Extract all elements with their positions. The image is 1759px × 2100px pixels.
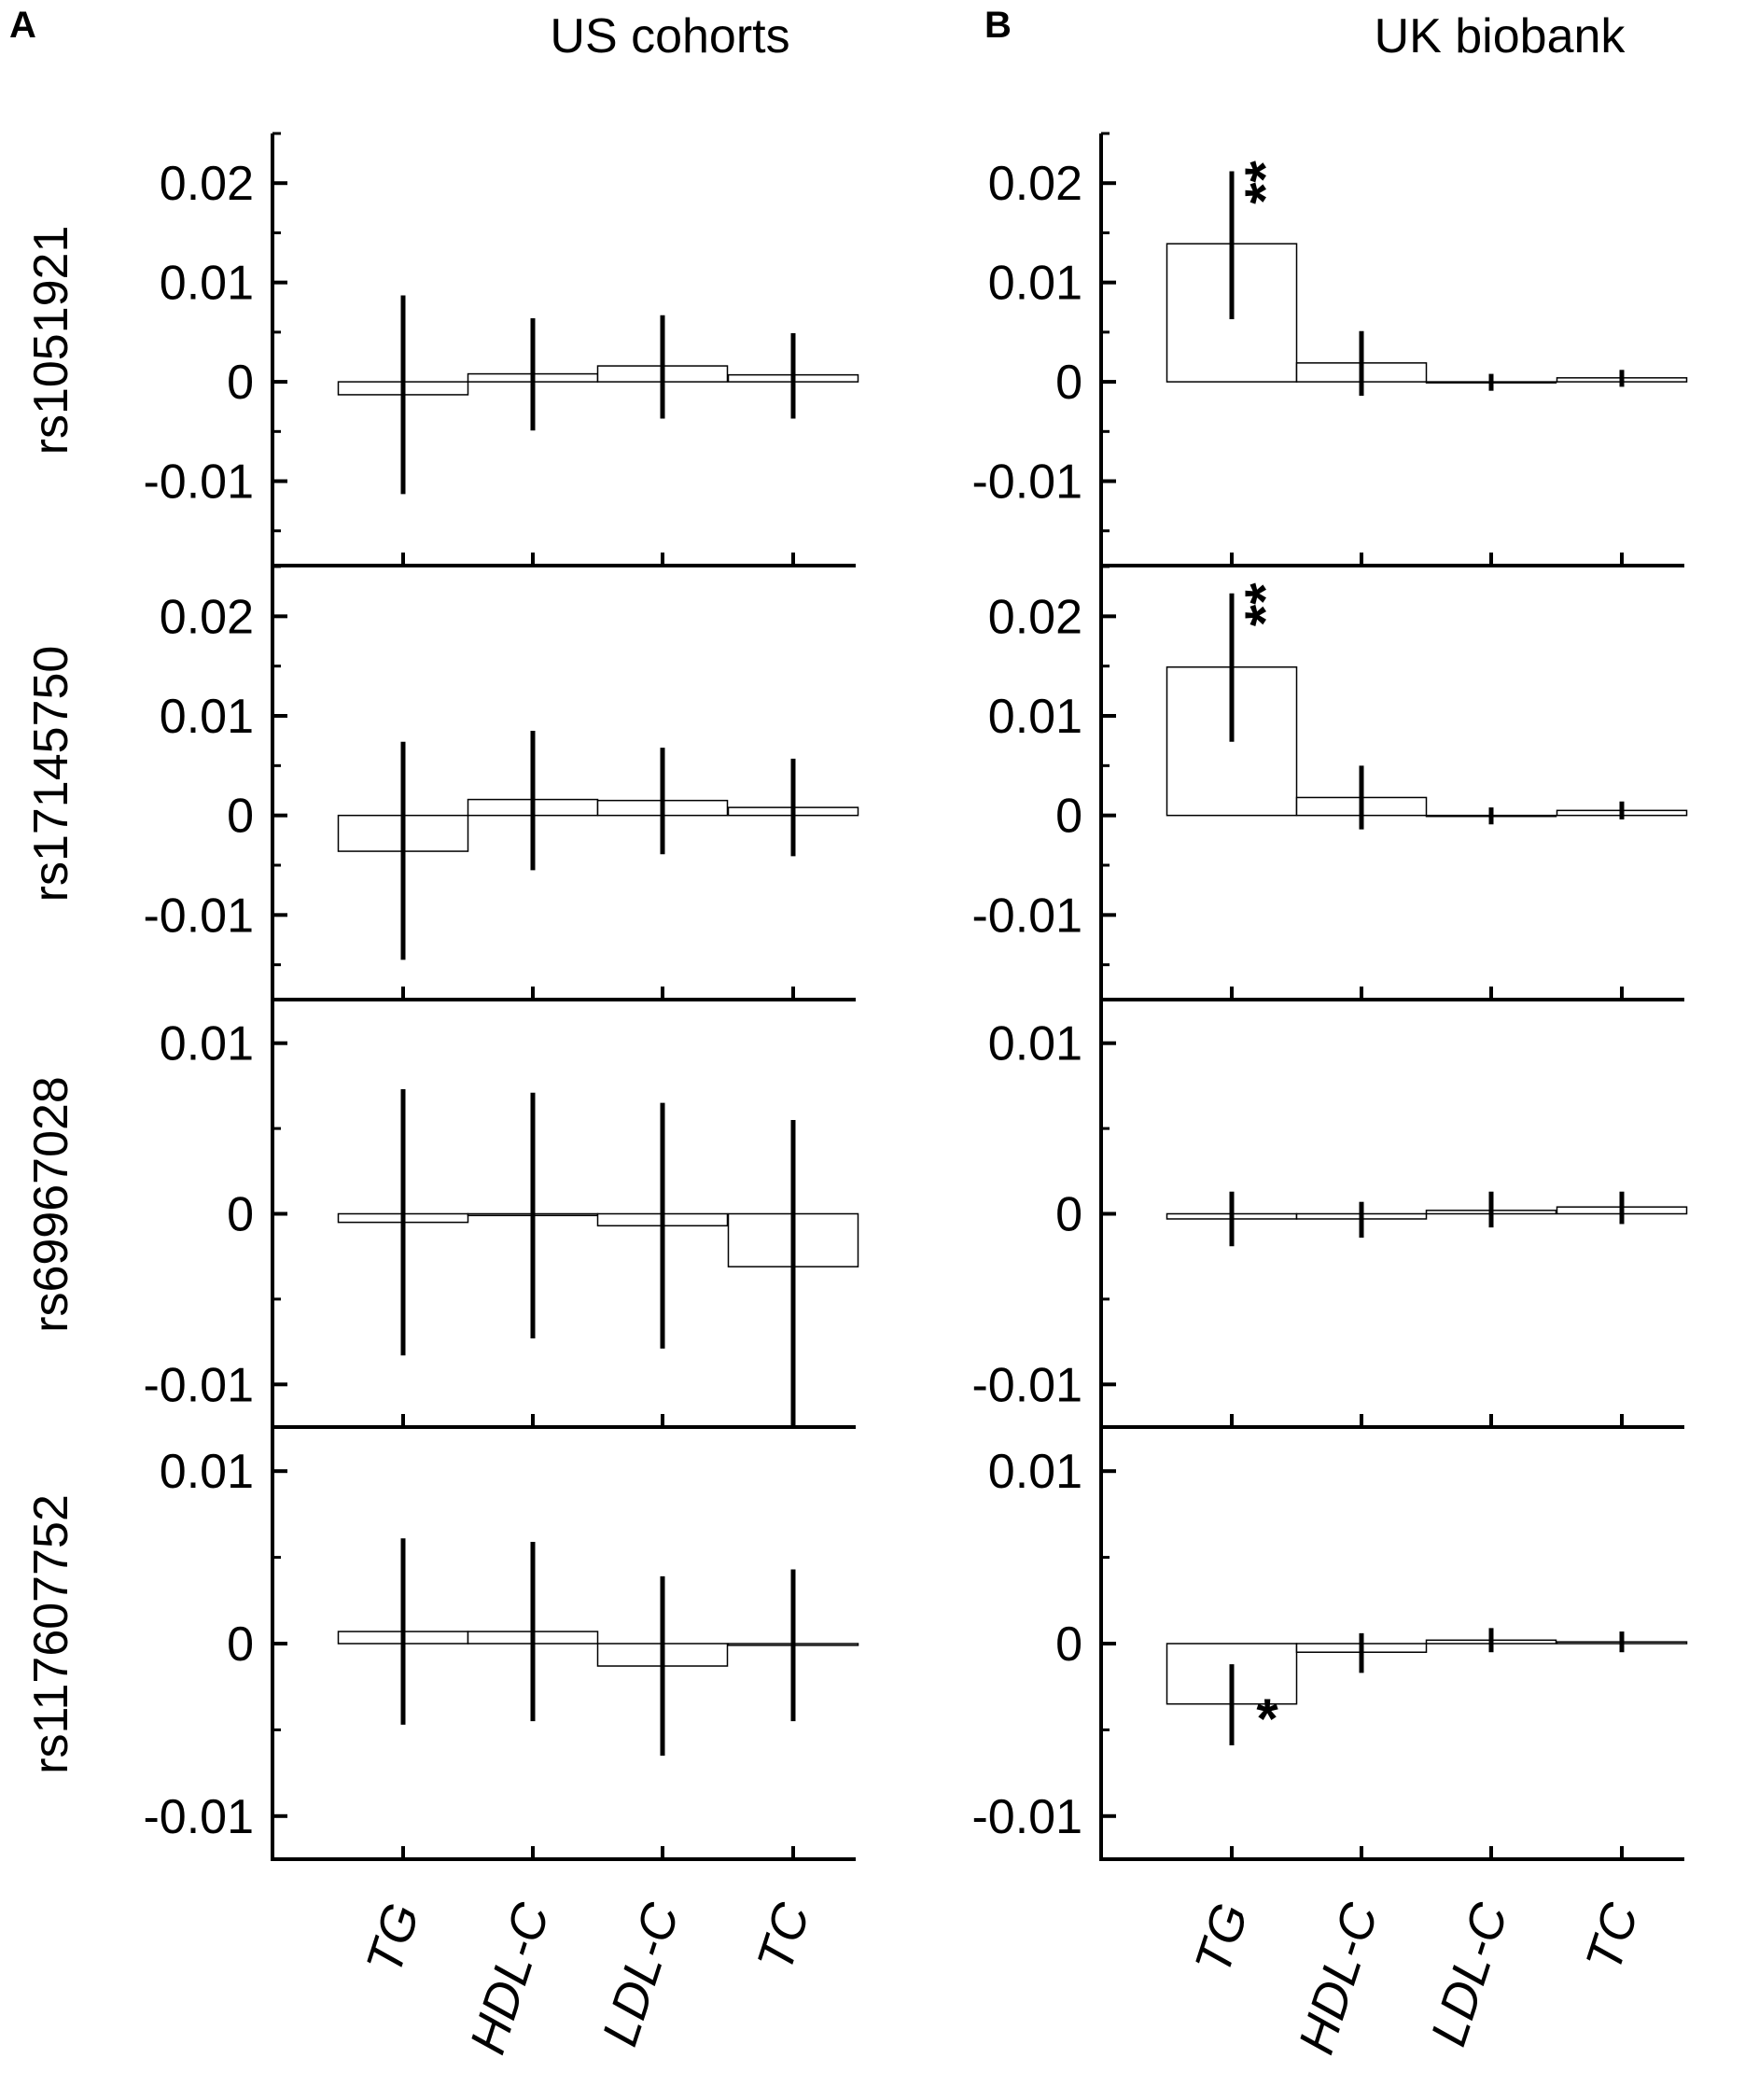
y-tick-label: -0.01 xyxy=(971,1358,1082,1412)
chart-grid: -0.0100.010.02rs1051921**-0.0100.010.02-… xyxy=(24,132,1688,2061)
y-tick-label: 0.01 xyxy=(988,690,1082,744)
y-tick-label: -0.01 xyxy=(143,455,254,510)
category-label: TC xyxy=(747,1896,821,1978)
chart-panel: * -0.01 0 0.01 TG HDL-C LDL-C TC xyxy=(971,1428,1688,2061)
y-tick-label: -0.01 xyxy=(971,455,1082,510)
chart-panel: -0.01 0 0.01 0.02 rs1051921 xyxy=(24,132,859,567)
y-tick-label: 0.01 xyxy=(988,1445,1082,1499)
y-tick-label: 0.01 xyxy=(160,1445,254,1499)
panel-letter-a: A xyxy=(9,5,36,46)
chart-panel: -0.01 0 0.01 rs117607752 TG HDL-C LDL-C TC xyxy=(24,1428,859,2061)
y-tick-label: 0 xyxy=(227,1188,254,1242)
y-tick-label: -0.01 xyxy=(143,1790,254,1844)
category-label: TG xyxy=(356,1897,430,1981)
y-tick-label: 0.01 xyxy=(160,257,254,311)
y-tick-label: 0.02 xyxy=(160,590,254,644)
category-label: HDL-C xyxy=(459,1896,560,2060)
chart-panel: -0.01 0 0.01 rs69967028 xyxy=(24,1001,859,1429)
panel-letter-b: B xyxy=(984,5,1012,46)
y-tick-label: 0 xyxy=(227,356,254,410)
y-tick-label: 0 xyxy=(1055,1617,1082,1672)
y-tick-label: -0.01 xyxy=(143,889,254,943)
chart-panel: -0.01 0 0.01 0.02 rs17145750 xyxy=(24,565,859,1001)
y-tick-label: -0.01 xyxy=(971,1790,1082,1844)
y-tick-label: 0.02 xyxy=(988,157,1082,211)
y-tick-label: 0 xyxy=(1055,356,1082,410)
y-tick-label: 0.02 xyxy=(160,157,254,211)
column-title-us: US cohorts xyxy=(550,9,789,63)
y-tick-label: 0 xyxy=(227,790,254,844)
y-tick-label: 0.01 xyxy=(160,1017,254,1071)
y-tick-label: 0.01 xyxy=(988,257,1082,311)
y-tick-label: 0.02 xyxy=(988,590,1082,644)
y-tick-label: -0.01 xyxy=(971,889,1082,943)
y-tick-label: -0.01 xyxy=(143,1358,254,1412)
category-label: HDL-C xyxy=(1288,1896,1389,2060)
y-tick-label: 0 xyxy=(227,1617,254,1672)
row-label: rs69967028 xyxy=(24,1076,78,1333)
significance-marker: * xyxy=(1256,1687,1278,1750)
row-label: rs117607752 xyxy=(24,1494,78,1774)
y-tick-label: 0.01 xyxy=(988,1017,1082,1071)
chart-panel: -0.01 0 0.01 xyxy=(971,1001,1688,1429)
chart-panel: ** -0.01 0 0.01 0.02 xyxy=(971,132,1688,567)
y-tick-label: 0.01 xyxy=(160,690,254,744)
y-tick-label: 0 xyxy=(1055,790,1082,844)
category-label: TC xyxy=(1575,1896,1650,1978)
y-tick-label: 0 xyxy=(1055,1188,1082,1242)
significance-marker: ** xyxy=(1234,582,1296,626)
column-title-uk: UK biobank xyxy=(1375,9,1626,63)
category-label: LDL-C xyxy=(1420,1896,1519,2052)
chart-panel: ** -0.01 0 0.01 0.02 xyxy=(971,565,1688,1001)
category-label: LDL-C xyxy=(592,1896,691,2052)
row-label: rs17145750 xyxy=(24,646,78,903)
row-label: rs1051921 xyxy=(24,226,78,455)
significance-marker: ** xyxy=(1234,160,1296,203)
category-label: TG xyxy=(1184,1897,1259,1981)
